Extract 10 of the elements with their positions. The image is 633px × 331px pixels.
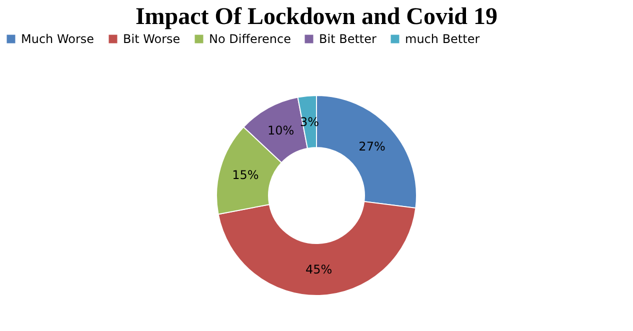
- data-label: 45%: [305, 262, 332, 276]
- legend-label: No Difference: [209, 32, 291, 46]
- legend-label: Bit Worse: [123, 32, 180, 46]
- data-label: 10%: [268, 124, 294, 138]
- legend-label: Bit Better: [319, 32, 376, 46]
- chart-title: Impact Of Lockdown and Covid 19: [135, 4, 498, 30]
- legend-label: Much Worse: [21, 32, 94, 46]
- data-label: 27%: [358, 140, 386, 154]
- data-label: 15%: [232, 168, 259, 182]
- legend-label: much Better: [405, 32, 480, 46]
